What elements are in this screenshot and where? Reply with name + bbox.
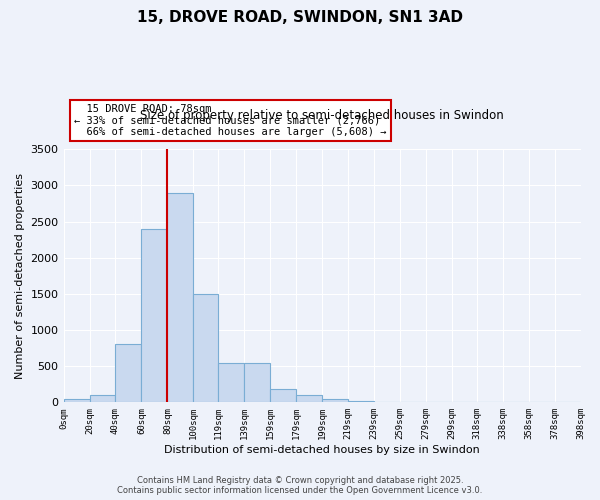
Bar	[167, 192, 193, 402]
Bar	[89, 395, 115, 402]
Text: 15 DROVE ROAD: 78sqm
← 33% of semi-detached houses are smaller (2,766)
  66% of : 15 DROVE ROAD: 78sqm ← 33% of semi-detac…	[74, 104, 386, 137]
Bar	[270, 390, 296, 402]
X-axis label: Distribution of semi-detached houses by size in Swindon: Distribution of semi-detached houses by …	[164, 445, 480, 455]
Bar	[64, 398, 89, 402]
Bar	[193, 294, 218, 403]
Title: Size of property relative to semi-detached houses in Swindon: Size of property relative to semi-detach…	[140, 108, 504, 122]
Bar	[322, 398, 348, 402]
Bar	[244, 362, 270, 403]
Text: 15, DROVE ROAD, SWINDON, SN1 3AD: 15, DROVE ROAD, SWINDON, SN1 3AD	[137, 10, 463, 25]
Bar	[348, 401, 374, 402]
Text: Contains HM Land Registry data © Crown copyright and database right 2025.
Contai: Contains HM Land Registry data © Crown c…	[118, 476, 482, 495]
Y-axis label: Number of semi-detached properties: Number of semi-detached properties	[15, 173, 25, 379]
Bar	[142, 229, 167, 402]
Bar	[218, 362, 244, 403]
Bar	[115, 344, 142, 403]
Bar	[296, 395, 322, 402]
